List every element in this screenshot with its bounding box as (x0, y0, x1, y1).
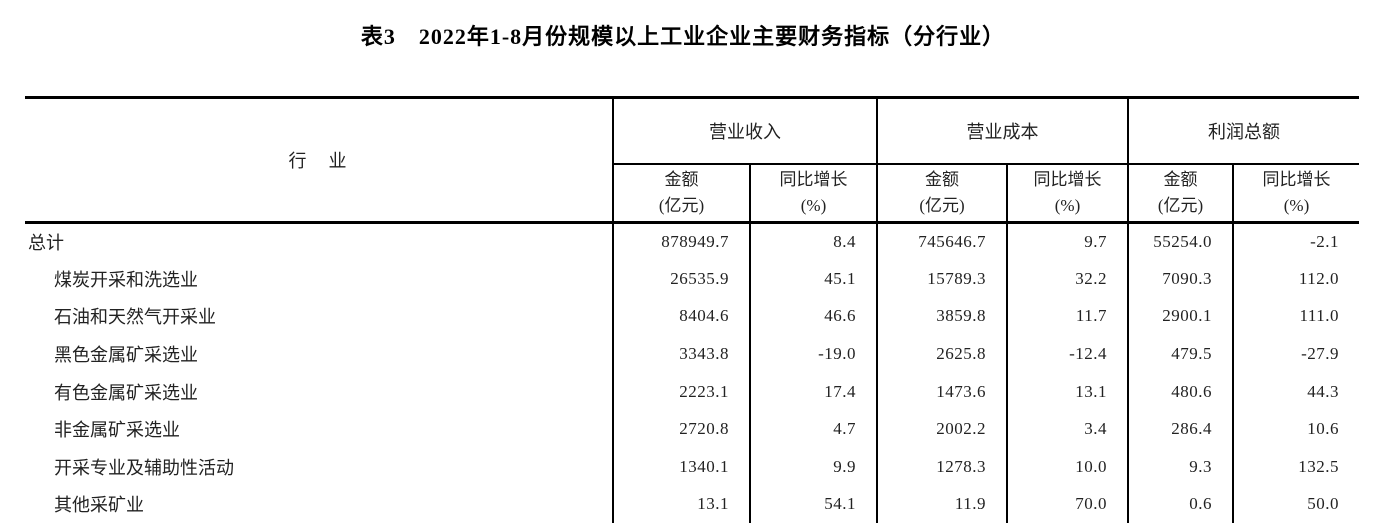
cost-growth-cell: 3.4 (1006, 410, 1128, 449)
col-group-operating-revenue: 营业收入 (613, 97, 877, 165)
profit-growth-cell: -27.9 (1232, 335, 1359, 373)
industry-cell: 其他采矿业 (54, 495, 144, 516)
cost-growth-cell: -12.4 (1006, 335, 1128, 373)
sub-header-unit: (亿元) (1157, 195, 1204, 215)
revenue-growth-cell: 45.1 (749, 260, 877, 298)
table-body: 总计 878949.7 8.4 745646.7 9.7 55254.0 -2.… (25, 222, 1359, 523)
profit-amount-cell: 480.6 (1127, 372, 1233, 411)
revenue-growth-cell: 54.1 (749, 485, 877, 523)
cost-amount-cell: 15789.3 (876, 260, 1007, 298)
col-group-total-profit: 利润总额 (1127, 97, 1359, 165)
industry-cell: 煤炭开采和洗选业 (54, 269, 198, 290)
col-header-cost-amount: 金额 (亿元) (876, 163, 1007, 224)
col-header-profit-amount: 金额 (亿元) (1127, 163, 1233, 224)
col-header-cost-growth: 同比增长 (%) (1006, 163, 1128, 224)
sub-header-label: 同比增长 (1262, 169, 1331, 189)
profit-growth-cell: 132.5 (1232, 448, 1359, 486)
revenue-growth-cell: 9.9 (749, 448, 877, 486)
table-row: 煤炭开采和洗选业 26535.9 45.1 15789.3 32.2 7090.… (25, 260, 1359, 298)
profit-amount-cell: 2900.1 (1127, 297, 1233, 336)
cost-amount-cell: 3859.8 (876, 297, 1007, 336)
table-row: 有色金属矿采选业 2223.1 17.4 1473.6 13.1 480.6 4… (25, 372, 1359, 411)
cost-amount-cell: 2625.8 (876, 335, 1007, 373)
sub-header-label: 金额 (664, 169, 699, 189)
revenue-amount-cell: 3343.8 (612, 335, 750, 373)
profit-growth-cell: 10.6 (1232, 410, 1359, 449)
cost-growth-cell: 11.7 (1006, 297, 1128, 336)
header-group-row: 行 业 营业收入 营业成本 利润总额 (25, 97, 1359, 224)
revenue-growth-cell: 17.4 (749, 372, 877, 411)
sub-header-unit: (%) (1283, 195, 1310, 215)
revenue-amount-cell: 26535.9 (612, 260, 750, 298)
revenue-amount-cell: 2223.1 (612, 372, 750, 411)
profit-amount-cell: 286.4 (1127, 410, 1233, 449)
revenue-growth-cell: 8.4 (749, 222, 877, 261)
financial-indicators-table: 行 业 营业收入 营业成本 利润总额 金额 (亿元) 同比增长 (%) 金额 (… (25, 96, 1359, 523)
revenue-growth-cell: 46.6 (749, 297, 877, 336)
table-row: 石油和天然气开采业 8404.6 46.6 3859.8 11.7 2900.1… (25, 297, 1359, 336)
profit-growth-cell: 112.0 (1232, 260, 1359, 298)
profit-amount-cell: 55254.0 (1127, 222, 1233, 261)
industry-cell: 石油和天然气开采业 (54, 307, 216, 328)
revenue-amount-cell: 878949.7 (612, 222, 750, 261)
cost-growth-cell: 32.2 (1006, 260, 1128, 298)
col-header-profit-growth: 同比增长 (%) (1232, 163, 1359, 224)
sub-header-label: 金额 (925, 169, 959, 189)
profit-amount-cell: 7090.3 (1127, 260, 1233, 298)
industry-cell: 黑色金属矿采选业 (54, 345, 198, 366)
col-header-industry: 行 业 (25, 97, 614, 224)
cost-amount-cell: 1473.6 (876, 372, 1007, 411)
header-sub-row: 金额 (亿元) 同比增长 (%) 金额 (亿元) 同比增长 (%) 金额 (亿元… (25, 163, 1359, 224)
profit-growth-cell: -2.1 (1232, 222, 1359, 261)
sub-header-unit: (亿元) (919, 195, 965, 215)
table-row: 非金属矿采选业 2720.8 4.7 2002.2 3.4 286.4 10.6 (25, 410, 1359, 449)
revenue-amount-cell: 2720.8 (612, 410, 750, 449)
sub-header-label: 金额 (1163, 169, 1198, 189)
table-row: 开采专业及辅助性活动 1340.1 9.9 1278.3 10.0 9.3 13… (25, 448, 1359, 486)
table-row: 其他采矿业 13.1 54.1 11.9 70.0 0.6 50.0 (25, 485, 1359, 523)
cost-growth-cell: 10.0 (1006, 448, 1128, 486)
sub-header-unit: (亿元) (658, 195, 705, 215)
page-title: 表3 2022年1-8月份规模以上工业企业主要财务指标（分行业） (360, 24, 1006, 49)
profit-growth-cell: 50.0 (1232, 485, 1359, 523)
profit-amount-cell: 0.6 (1127, 485, 1233, 523)
industry-cell: 开采专业及辅助性活动 (54, 457, 234, 478)
cost-amount-cell: 1278.3 (876, 448, 1007, 486)
industry-cell: 总计 (28, 233, 64, 254)
cost-growth-cell: 9.7 (1006, 222, 1128, 261)
cost-growth-cell: 13.1 (1006, 372, 1128, 411)
sub-header-unit: (%) (800, 195, 827, 215)
profit-growth-cell: 44.3 (1232, 372, 1359, 411)
industry-cell: 非金属矿采选业 (54, 420, 180, 441)
sub-header-label: 同比增长 (779, 169, 848, 189)
table-row: 总计 878949.7 8.4 745646.7 9.7 55254.0 -2.… (25, 222, 1359, 261)
col-group-operating-cost: 营业成本 (876, 97, 1128, 165)
revenue-growth-cell: 4.7 (749, 410, 877, 449)
profit-growth-cell: 111.0 (1232, 297, 1359, 336)
industry-cell: 有色金属矿采选业 (54, 382, 198, 403)
sub-header-label: 同比增长 (1033, 169, 1102, 189)
revenue-amount-cell: 13.1 (612, 485, 750, 523)
col-header-revenue-amount: 金额 (亿元) (612, 163, 750, 224)
cost-amount-cell: 745646.7 (876, 222, 1007, 261)
cost-growth-cell: 70.0 (1006, 485, 1128, 523)
sub-header-unit: (%) (1054, 195, 1081, 215)
revenue-amount-cell: 1340.1 (612, 448, 750, 486)
revenue-amount-cell: 8404.6 (612, 297, 750, 336)
cost-amount-cell: 11.9 (876, 485, 1007, 523)
cost-amount-cell: 2002.2 (876, 410, 1007, 449)
col-header-revenue-growth: 同比增长 (%) (749, 163, 877, 224)
table-row: 黑色金属矿采选业 3343.8 -19.0 2625.8 -12.4 479.5… (25, 335, 1359, 373)
revenue-growth-cell: -19.0 (749, 335, 877, 373)
profit-amount-cell: 9.3 (1127, 448, 1233, 486)
profit-amount-cell: 479.5 (1127, 335, 1233, 373)
